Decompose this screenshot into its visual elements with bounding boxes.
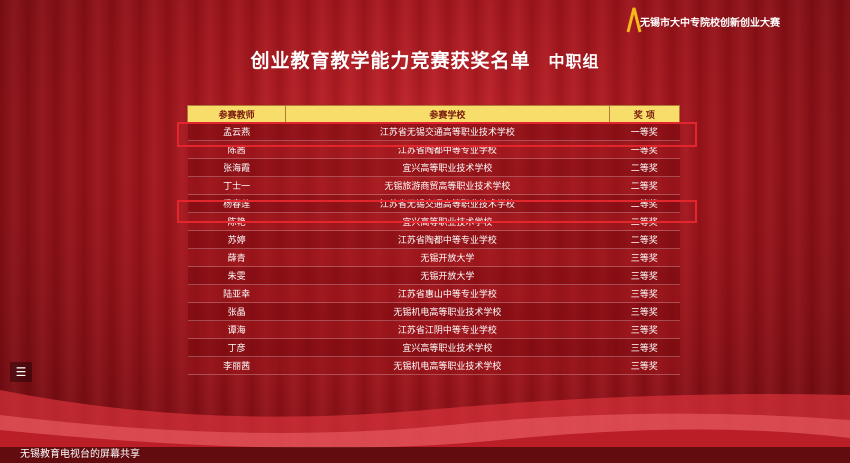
table-cell: 宜兴高等职业技术学校 [285,158,610,177]
table-cell: 宜兴高等职业技术学校 [285,338,610,357]
table-row: 苏婷 江苏省陶都中等专业学校 二等奖 [187,230,680,249]
table-row: 杨春莲 江苏省无锡交通高等职业技术学校 二等奖 [187,194,680,213]
share-bar: 无锡教育电视台的屏幕共享 [0,447,850,463]
header-row: 参赛教师 参赛学校奖 项 [186,105,681,123]
table-cell: 无锡开放大学 [285,266,610,285]
subtitle: 中职组 [548,52,600,71]
table-cell: 江苏省陶都中等专业学校 [285,230,610,249]
column-header: 奖 项 [608,105,681,123]
table-cell: 无锡开放大学 [285,248,610,267]
title-text: 创业教育教学能力竞赛获奖名单 [250,50,531,72]
column-header: 参赛学校 [285,105,610,123]
table-row: 朱雯 无锡开放大学 三等奖 [187,266,680,285]
highlight-box [177,122,697,147]
table-cell: 三等奖 [609,356,680,375]
column-header: 参赛教师 [186,105,287,123]
table-cell: 二等奖 [609,176,680,195]
table-row: 李丽茜 无锡机电高等职业技术学校 三等奖 [187,356,680,375]
table-row: 丁士一 无锡旅游商贸高等职业技术学校 二等奖 [187,176,680,195]
table-cell: 三等奖 [609,338,680,357]
table-cell: 李丽茜 [187,356,286,375]
table-row: 张海霞 宜兴高等职业技术学校 二等奖 [187,158,680,177]
table-cell: 无锡机电高等职业技术学校 [285,302,610,321]
table-row: 谭海 江苏省江阴中等专业学校 三等奖 [187,320,680,339]
title: 创业教育教学能力竞赛获奖名单 中职组 [0,46,850,73]
logo-icon [626,7,642,33]
table-cell: 江苏省惠山中等专业学校 [285,284,610,303]
table-cell: 无锡机电高等职业技术学校 [285,356,610,375]
table-row: 丁彦 宜兴高等职业技术学校 三等奖 [187,338,680,357]
table-body: 孟云燕 江苏省无锡交通高等职业技术学校 一等奖 陈茜 江苏省陶都中等专业学校 一等奖 张海霞… [187,122,680,375]
table-cell: 二等奖 [609,194,680,213]
table-cell: 张晶 [187,302,286,321]
table-cell: 张海霞 [187,158,286,177]
table-cell: 谭海 [187,320,286,339]
table-cell: 江苏省江阴中等专业学校 [285,320,610,339]
table-cell: 三等奖 [609,302,680,321]
table-row: 孟云燕 江苏省无锡交通高等职业技术学校 一等奖 [187,122,680,141]
table-cell: 孟云燕 [187,122,286,141]
table-cell: 二等奖 [609,158,680,177]
table-cell: 三等奖 [609,248,680,267]
table-cell: 二等奖 [609,230,680,249]
table-cell: 苏婷 [187,230,286,249]
menu-button[interactable]: ☰ [10,362,32,382]
logo-text: 无锡市大中专院校创新创业大赛 [640,18,780,29]
table-cell: 丁彦 [187,338,286,357]
table-cell: 丁士一 [187,176,286,195]
table-row: 薛青 无锡开放大学 三等奖 [187,248,680,267]
table-cell: 三等奖 [609,320,680,339]
table-cell: 杨春莲 [187,194,286,213]
table-cell: 陆亚幸 [187,284,286,303]
table-cell: 江苏省无锡交通高等职业技术学校 [285,122,610,141]
table-cell: 无锡旅游商贸高等职业技术学校 [285,176,610,195]
table-row: 张晶 无锡机电高等职业技术学校 三等奖 [187,302,680,321]
table-cell: 三等奖 [609,284,680,303]
highlight-box [177,200,697,223]
table-cell: 朱雯 [187,266,286,285]
table-cell: 一等奖 [609,122,680,141]
table-cell: 薛青 [187,248,286,267]
table-cell: 江苏省无锡交通高等职业技术学校 [285,194,610,213]
table-row: 陆亚幸 江苏省惠山中等专业学校 三等奖 [187,284,680,303]
table-cell: 三等奖 [609,266,680,285]
